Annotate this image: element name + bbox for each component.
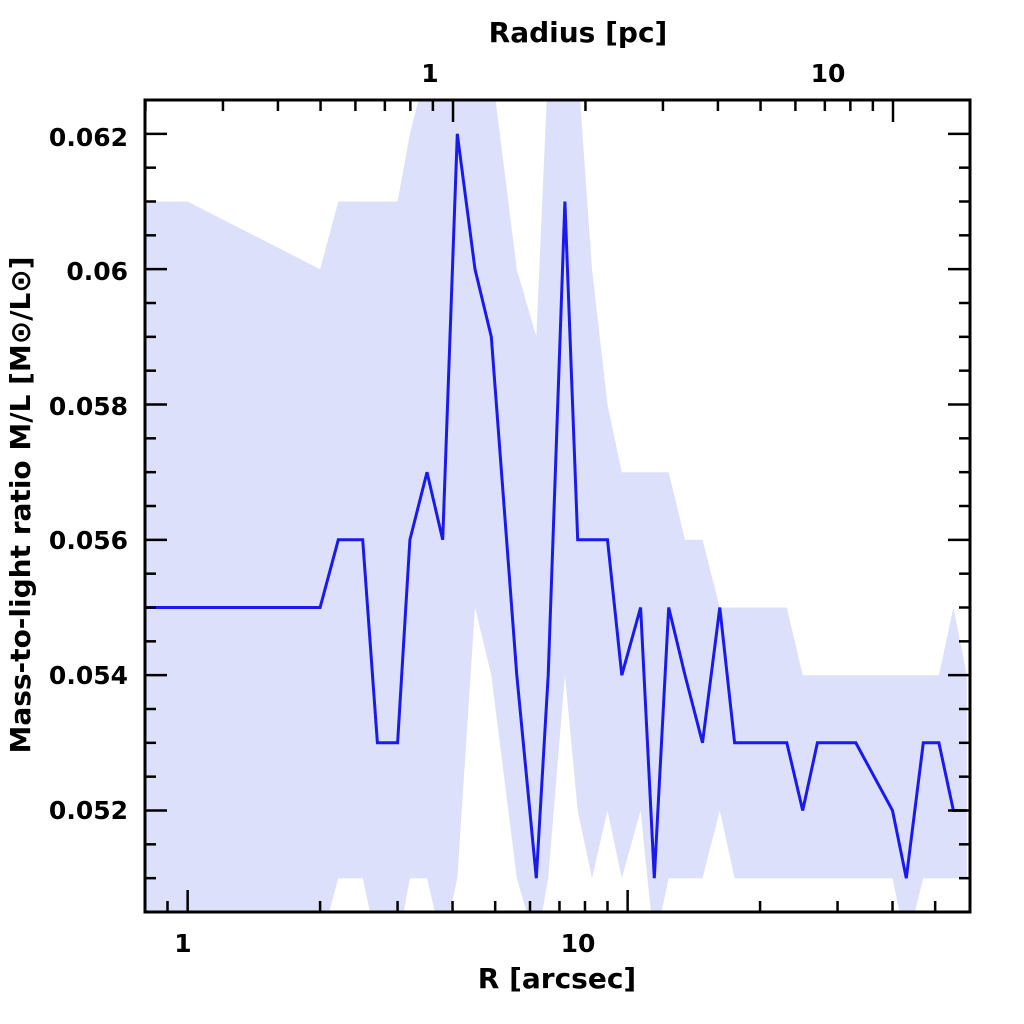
uncertainty-band [145,100,967,912]
x2-axis-title: Radius [pc] [489,16,668,49]
x2-tick-label: 10 [811,59,846,88]
y-tick-label: 0.06 [66,257,128,286]
x2-tick-label: 1 [421,59,438,88]
y-axis-title: Mass-to-light ratio M/L [M⊙/L⊙] [4,256,37,753]
y-tick-label: 0.052 [49,796,128,825]
x-tick-label: 10 [561,929,596,958]
y-tick-label: 0.054 [49,661,128,690]
x-axis-title: R [arcsec] [478,962,636,995]
confidence-band-layer [145,100,967,912]
axis-ticks [143,98,972,914]
ml-ratio-line-layer [145,133,967,879]
y-tick-label: 0.058 [49,392,128,421]
x2-tick-labels: 1 10 [421,59,845,88]
ml-ratio-line [145,133,967,879]
y-tick-label: 0.062 [49,123,128,152]
x-tick-labels: 1 10 [174,929,595,958]
y-tick-labels: 0.052 0.054 0.056 0.058 0.06 0.062 [49,123,128,825]
y-tick-label: 0.056 [49,526,128,555]
x-tick-label: 1 [174,929,191,958]
